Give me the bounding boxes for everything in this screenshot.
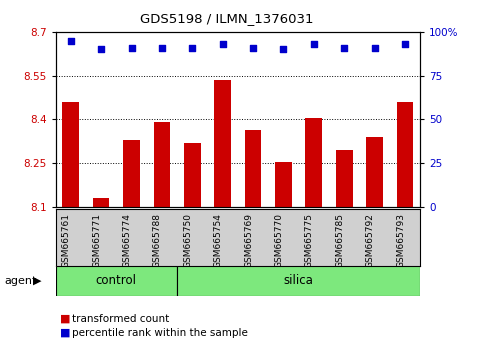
- Bar: [245, 130, 261, 207]
- Text: GSM665774: GSM665774: [123, 213, 131, 268]
- Point: [67, 38, 74, 44]
- Text: GSM665793: GSM665793: [396, 213, 405, 268]
- Text: GDS5198 / ILMN_1376031: GDS5198 / ILMN_1376031: [140, 12, 314, 25]
- Bar: [56, 266, 177, 296]
- Bar: [305, 118, 322, 207]
- Text: GSM665750: GSM665750: [183, 213, 192, 268]
- Text: percentile rank within the sample: percentile rank within the sample: [72, 328, 248, 338]
- Text: GSM665761: GSM665761: [62, 213, 71, 268]
- Text: GSM665754: GSM665754: [213, 213, 223, 268]
- Text: control: control: [96, 274, 137, 287]
- Bar: [123, 140, 140, 207]
- Bar: [214, 80, 231, 207]
- Text: ▶: ▶: [33, 275, 42, 286]
- Text: agent: agent: [5, 275, 37, 286]
- Text: ■: ■: [60, 314, 71, 324]
- Text: silica: silica: [284, 274, 313, 287]
- Bar: [177, 266, 420, 296]
- Text: GSM665775: GSM665775: [305, 213, 314, 268]
- Text: GSM665785: GSM665785: [335, 213, 344, 268]
- Point: [371, 45, 379, 51]
- Point: [188, 45, 196, 51]
- Bar: [397, 102, 413, 207]
- Bar: [62, 102, 79, 207]
- Bar: [184, 143, 200, 207]
- Text: transformed count: transformed count: [72, 314, 170, 324]
- Point: [249, 45, 257, 51]
- Bar: [154, 122, 170, 207]
- Text: ■: ■: [60, 328, 71, 338]
- Point: [280, 47, 287, 52]
- Text: GSM665769: GSM665769: [244, 213, 253, 268]
- Bar: [93, 198, 110, 207]
- Point: [219, 41, 227, 47]
- Text: GSM665770: GSM665770: [274, 213, 284, 268]
- Text: GSM665792: GSM665792: [366, 213, 375, 268]
- Point: [401, 41, 409, 47]
- Point: [97, 47, 105, 52]
- Point: [310, 41, 318, 47]
- Text: GSM665771: GSM665771: [92, 213, 101, 268]
- Point: [128, 45, 135, 51]
- Point: [158, 45, 166, 51]
- Bar: [336, 150, 353, 207]
- Bar: [366, 137, 383, 207]
- Point: [341, 45, 348, 51]
- Text: GSM665788: GSM665788: [153, 213, 162, 268]
- Bar: [275, 162, 292, 207]
